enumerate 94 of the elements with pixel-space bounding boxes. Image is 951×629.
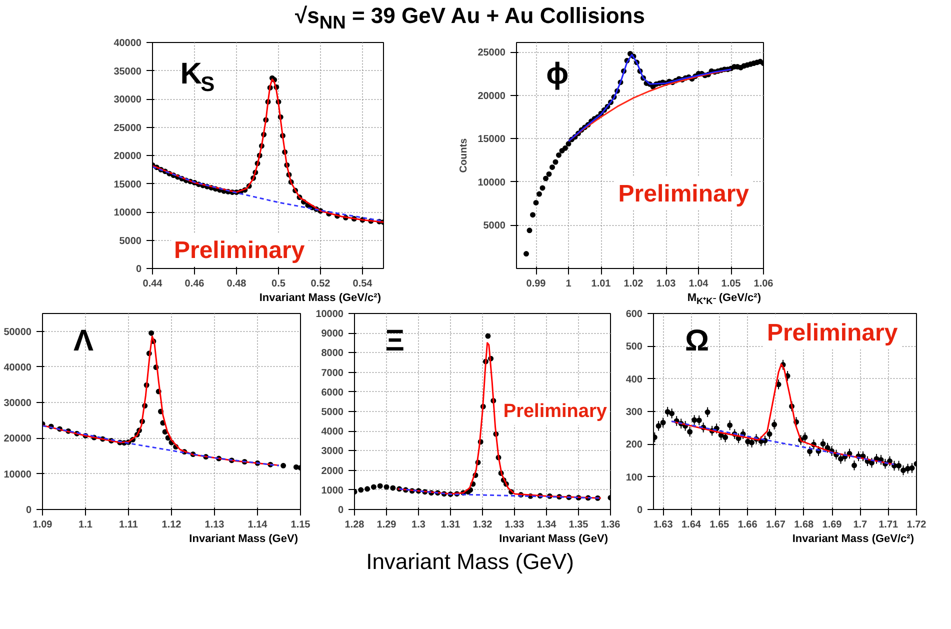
x-tick-label: 1.63 — [653, 520, 674, 530]
y-tick-label: 3000 — [321, 446, 344, 458]
x-tick-label: 1.68 — [794, 520, 814, 530]
x-tick-label: 1.12 — [162, 520, 182, 530]
y-tick-label: 50000 — [4, 326, 32, 338]
y-tick-label: 300 — [626, 407, 643, 418]
y-tick-label: 5000 — [321, 407, 344, 418]
x-tick-label: 1.11 — [119, 520, 138, 530]
x-tick-label: 1.05 — [721, 278, 742, 290]
y-tick-label: 600 — [626, 309, 643, 320]
y-tick-label: 400 — [626, 374, 643, 386]
y-tick-label: 5000 — [119, 236, 142, 247]
y-tick-label: 30000 — [114, 94, 142, 106]
y-tick-label: 0 — [636, 505, 643, 516]
y-tick-label: 6000 — [321, 387, 344, 398]
y-tick-label: 10000 — [4, 469, 32, 480]
x-tick-label: 1.09 — [32, 520, 53, 530]
y-tick-label: 10000 — [316, 309, 344, 320]
x-tick-label: 0.5 — [272, 278, 286, 290]
y-tick-label: 15000 — [478, 134, 506, 146]
text: ϕ — [546, 58, 569, 91]
y-tick-label: 0 — [136, 264, 142, 275]
annotation: Preliminary — [766, 320, 898, 347]
text: √s$_{NN}$ = 39 GeV Au + Au Collisions — [294, 2, 646, 34]
chart-title: Ξ — [385, 324, 405, 358]
x-tick-label: 0.48 — [226, 278, 247, 290]
text: Invariant Mass (GeV) — [365, 548, 575, 576]
y-tick-label: 20000 — [478, 90, 506, 102]
annotation: Preliminary — [503, 401, 608, 422]
y-tick-label: 10000 — [478, 177, 506, 188]
x-tick-label: 1.15 — [290, 520, 311, 530]
annotation: Preliminary — [174, 236, 306, 264]
x-tick-label: 1.7 — [853, 520, 868, 530]
x-axis-title: Invariant Mass (GeV) — [498, 532, 608, 547]
y-tick-label: 15000 — [114, 179, 142, 190]
x-tick-label: 1.06 — [754, 278, 774, 290]
y-tick-label: 40000 — [4, 362, 32, 374]
y-tick-label: 2000 — [321, 466, 344, 477]
x-tick-label: 1.33 — [504, 520, 525, 530]
y-tick-label: 8000 — [321, 348, 344, 360]
x-tick-label: 1.14 — [248, 520, 268, 530]
annotation: Preliminary — [618, 180, 750, 208]
x-tick-label: 1.29 — [376, 520, 397, 530]
chart-title: Λ — [73, 324, 94, 358]
y-tick-label: 100 — [626, 472, 643, 484]
y-tick-label: 10000 — [114, 208, 142, 218]
x-axis-title: Invariant Mass (GeV/c²) — [791, 532, 914, 547]
x-axis-title: Invariant Mass (GeV/c²) — [258, 291, 381, 306]
chart-title: Ω — [685, 324, 710, 358]
x-tick-label: 1.71 — [878, 520, 899, 530]
y-tick-label: 200 — [626, 440, 643, 451]
y-tick-label: 0 — [26, 505, 32, 516]
x-tick-label: 1.35 — [568, 520, 589, 530]
x-tick-label: 1.1 — [78, 520, 93, 530]
x-tick-label: 1.01 — [591, 278, 612, 290]
y-axis-title: Counts — [458, 138, 470, 173]
x-tick-label: 0.46 — [184, 278, 205, 290]
x-tick-label: 0.44 — [142, 278, 163, 290]
y-tick-label: 1000 — [321, 485, 344, 496]
y-tick-label: 0 — [338, 505, 344, 516]
x-tick-label: 0.54 — [352, 278, 373, 290]
x-tick-label: 1.32 — [472, 520, 493, 530]
y-tick-label: 25000 — [114, 122, 142, 134]
x-tick-label: 1.03 — [656, 278, 676, 290]
x-tick-label: 1.34 — [536, 520, 557, 530]
x-tick-label: 0.99 — [526, 278, 546, 290]
x-tick-label: 1 — [566, 278, 572, 290]
x-tick-label: 0.52 — [310, 278, 331, 290]
x-tick-label: 1.67 — [766, 520, 786, 530]
x-axis-title: Invariant Mass (GeV) — [188, 532, 298, 547]
x-tick-label: 1.69 — [822, 520, 842, 530]
x-tick-label: 1.02 — [624, 278, 644, 290]
y-tick-label: 20000 — [4, 434, 32, 445]
y-tick-label: 5000 — [483, 220, 506, 232]
y-tick-label: 9000 — [321, 328, 344, 340]
y-tick-label: 4000 — [321, 426, 344, 438]
x-tick-label: 1.28 — [344, 520, 365, 530]
y-tick-label: 7000 — [321, 368, 344, 379]
y-tick-label: 20000 — [114, 151, 142, 162]
y-tick-label: 35000 — [114, 66, 142, 78]
x-tick-label: 1.04 — [688, 278, 709, 290]
x-tick-label: 1.65 — [710, 520, 730, 530]
x-tick-label: 1.3 — [412, 520, 426, 530]
y-tick-label: 25000 — [478, 48, 506, 59]
x-tick-label: 1.31 — [440, 520, 461, 530]
y-tick-label: 30000 — [4, 398, 32, 410]
x-axis-title: M$_{K⁺K⁻}$ (GeV/c²) — [686, 291, 761, 308]
x-tick-label: 1.36 — [600, 520, 621, 530]
x-tick-label: 1.13 — [204, 520, 225, 530]
y-tick-label: 40000 — [114, 38, 142, 49]
x-tick-label: 1.64 — [682, 520, 702, 530]
y-tick-label: 500 — [626, 342, 643, 353]
x-tick-label: 1.66 — [738, 520, 758, 530]
x-tick-label: 1.72 — [906, 520, 927, 530]
